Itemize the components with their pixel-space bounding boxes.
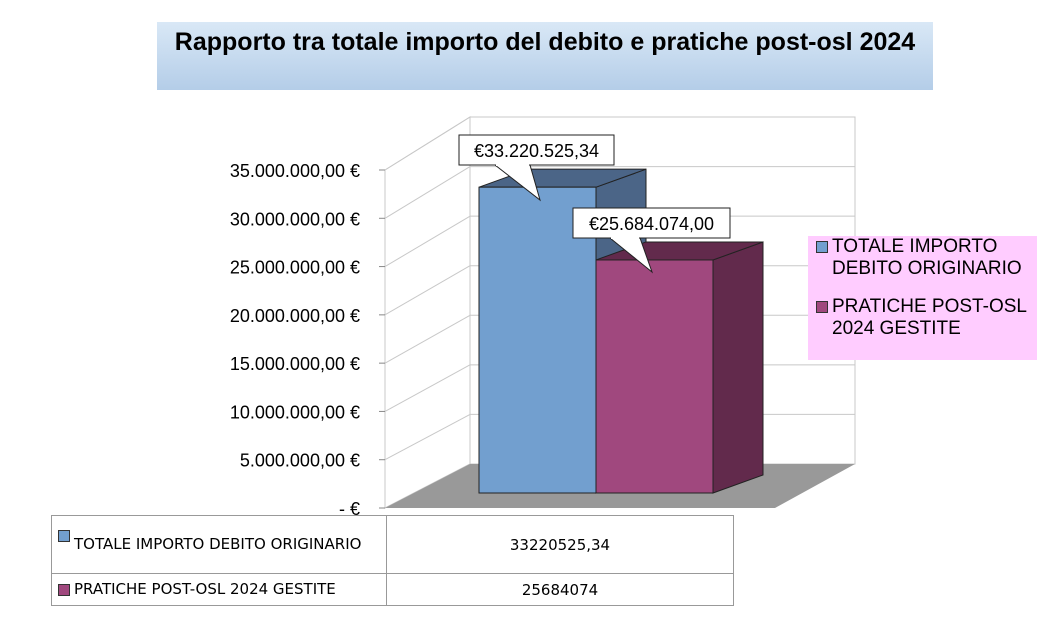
legend-swatch-debito (816, 241, 828, 253)
bar-side (712, 241, 764, 494)
data-label-2: €25.684.074,00 (572, 207, 731, 274)
gridline-side (384, 116, 471, 171)
gridline-side (384, 364, 471, 412)
y-tick-label: 10.000.000,00 € (230, 402, 360, 422)
gridline-side (384, 215, 471, 268)
y-axis-tick-labels: - € 5.000.000,00 € 10.000.000,00 € 15.000.0… (230, 161, 360, 519)
table-row-label: PRATICHE POST-OSL 2024 GESTITE (74, 580, 336, 598)
chart-title-banner: Rapporto tra totale importo del debito e… (157, 22, 933, 90)
gridline-side (384, 265, 471, 316)
chart-legend: TOTALE IMPORTO DEBITO ORIGINARIO PRATICH… (808, 236, 1037, 360)
gridline-side (384, 314, 471, 364)
side-wall (384, 116, 471, 509)
y-tick-label: 20.000.000,00 € (230, 306, 360, 326)
table-swatch-debito (58, 530, 70, 542)
bar-front (595, 259, 714, 494)
legend-swatch-pratiche (816, 301, 828, 313)
data-label-callouts: €33.220.525,34 €25.684.074,00 (458, 134, 731, 274)
data-label-1: €33.220.525,34 (458, 134, 615, 202)
chart-bars (478, 168, 764, 494)
table-swatch-pratiche (58, 584, 70, 596)
chart-title: Rapporto tra totale importo del debito e… (174, 28, 916, 56)
y-tick-label: 15.000.000,00 € (230, 354, 360, 374)
y-tick-label: 5.000.000,00 € (240, 451, 360, 471)
data-label-text: €33.220.525,34 (474, 141, 599, 161)
callout-box (572, 207, 731, 239)
table-row: TOTALE IMPORTO DEBITO ORIGINARIO 3322052… (51, 515, 734, 574)
y-tick-label: 30.000.000,00 € (230, 209, 360, 229)
bar-2 (595, 241, 764, 494)
callout-box (458, 134, 615, 166)
data-label-text: €25.684.074,00 (589, 214, 714, 234)
table-row-value: 25684074 (386, 573, 734, 606)
table-row-label: TOTALE IMPORTO DEBITO ORIGINARIO (74, 535, 362, 553)
legend-label-pratiche: PRATICHE POST-OSL 2024 GESTITE (832, 296, 1027, 339)
table-row-label-cell: PRATICHE POST-OSL 2024 GESTITE (51, 573, 387, 606)
gridline-side (384, 413, 471, 461)
gridline-side (384, 166, 471, 219)
table-row-value: 33220525,34 (386, 515, 734, 574)
y-tick-label: - € (339, 499, 360, 519)
data-table: TOTALE IMPORTO DEBITO ORIGINARIO 3322052… (51, 515, 734, 606)
legend-label-debito: TOTALE IMPORTO DEBITO ORIGINARIO (832, 236, 1022, 279)
y-tick-label: 35.000.000,00 € (230, 161, 360, 181)
y-tick-label: 25.000.000,00 € (230, 258, 360, 278)
table-row: PRATICHE POST-OSL 2024 GESTITE 25684074 (51, 573, 734, 606)
table-row-label-cell: TOTALE IMPORTO DEBITO ORIGINARIO (51, 515, 387, 574)
